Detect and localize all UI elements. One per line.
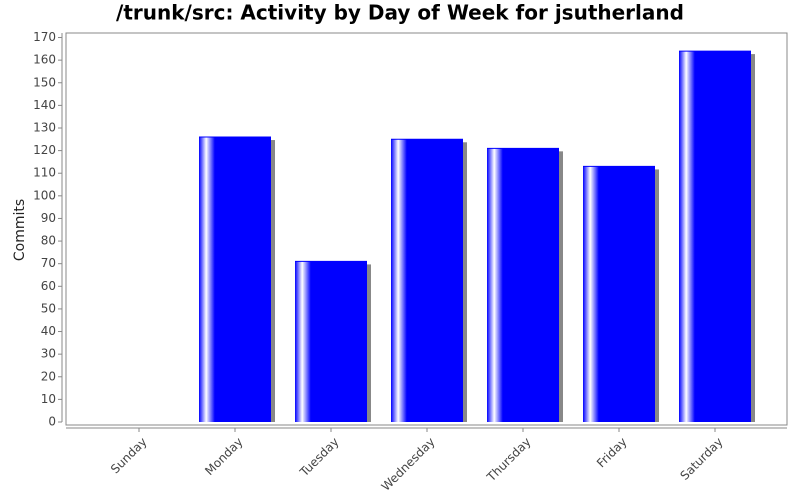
y-tick-label: 40 xyxy=(41,324,56,338)
y-tick-label: 20 xyxy=(41,369,56,383)
y-tick-label: 0 xyxy=(48,415,56,429)
y-tick-label: 60 xyxy=(41,279,56,293)
y-tick-label: 150 xyxy=(33,75,56,89)
y-tick-label: 100 xyxy=(33,188,56,202)
x-tick-label: Tuesday xyxy=(296,435,341,480)
y-tick-label: 110 xyxy=(33,166,56,180)
y-tick-label: 120 xyxy=(33,143,56,157)
x-tick-label: Saturday xyxy=(677,435,725,483)
y-tick-label: 130 xyxy=(33,120,56,134)
y-tick-label: 80 xyxy=(41,234,56,248)
bar xyxy=(199,137,271,422)
bar xyxy=(295,261,367,422)
x-tick-label: Friday xyxy=(594,435,630,471)
x-tick-label: Wednesday xyxy=(379,435,438,494)
x-tick-label: Monday xyxy=(202,435,245,478)
x-tick-label: Thursday xyxy=(484,435,534,485)
x-tick-label: Sunday xyxy=(108,435,150,477)
y-tick-label: 90 xyxy=(41,211,56,225)
y-tick-label: 160 xyxy=(33,53,56,67)
y-axis-title: Commits xyxy=(12,199,28,261)
chart-title: /trunk/src: Activity by Day of Week for … xyxy=(116,1,684,25)
y-tick-label: 30 xyxy=(41,347,56,361)
bar xyxy=(679,51,751,423)
y-tick-label: 170 xyxy=(33,30,56,44)
y-tick-label: 10 xyxy=(41,392,56,406)
bar xyxy=(583,166,655,422)
y-tick-label: 70 xyxy=(41,256,56,270)
bar xyxy=(391,139,463,422)
y-tick-label: 140 xyxy=(33,98,56,112)
y-tick-label: 50 xyxy=(41,301,56,315)
bar xyxy=(487,148,559,422)
